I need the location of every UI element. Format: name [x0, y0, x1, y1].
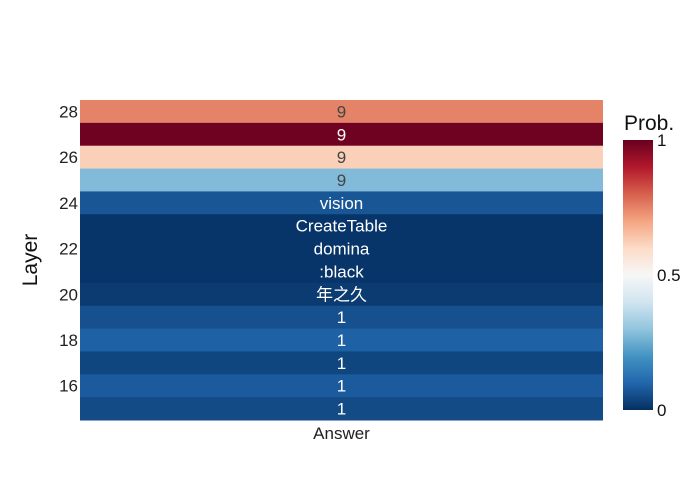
colorbar-gradient — [623, 140, 653, 410]
heatmap-cell-layer-21 — [80, 260, 603, 284]
heatmap-cell-layer-22 — [80, 237, 603, 261]
y-tick-18: 18 — [59, 331, 78, 350]
heatmap-cell-layer-17 — [80, 351, 603, 375]
cell-label-layer-28: 9 — [337, 102, 346, 121]
heatmap-cell-layer-18 — [80, 328, 603, 352]
heatmap-cell-layer-27 — [80, 122, 603, 147]
heatmap-cell-layer-26 — [80, 145, 603, 170]
cell-label-layer-22: domina — [314, 240, 370, 259]
cell-label-layer-25: 9 — [337, 171, 346, 190]
heatmap-cell-labels: 9 9 9 9 vision CreateTable domina :black 年之久 1 1 1 1… — [296, 102, 388, 418]
colorbar-tick-2: 1 — [657, 131, 666, 150]
cell-label-layer-23: CreateTable — [296, 217, 388, 236]
x-tick-0: Answer — [313, 424, 370, 443]
y-tick-20: 20 — [59, 285, 78, 304]
cell-label-layer-15: 1 — [337, 400, 346, 419]
cell-label-layer-27: 9 — [337, 125, 346, 144]
heatmap-cell-layer-24 — [80, 191, 603, 215]
heatmap-cell-layer-28 — [80, 100, 603, 124]
colorbar-title: Prob. — [624, 112, 674, 135]
cell-label-layer-18: 1 — [337, 331, 346, 350]
cell-label-layer-24: vision — [320, 194, 363, 213]
colorbar-tick-1: 0.5 — [657, 266, 681, 285]
heatmap-cell-layer-19 — [80, 305, 603, 330]
cell-label-layer-21: :black — [319, 262, 364, 281]
y-tick-28: 28 — [59, 102, 78, 121]
cell-label-layer-20: 年之久 — [316, 285, 367, 304]
x-axis-ticks: Answer — [313, 424, 370, 443]
cell-label-layer-16: 1 — [337, 377, 346, 396]
heatmap-cell-layer-16 — [80, 374, 603, 398]
colorbar: Prob. 0 0.5 1 — [623, 112, 681, 420]
heatmap-cells — [80, 100, 603, 421]
heatmap-cell-layer-23 — [80, 214, 603, 238]
y-tick-22: 22 — [59, 240, 78, 259]
y-axis-ticks: 16 18 20 22 24 26 28 — [59, 102, 78, 395]
y-tick-26: 26 — [59, 148, 78, 167]
heatmap-cell-layer-25 — [80, 168, 603, 192]
heatmap-cell-layer-15 — [80, 397, 603, 421]
y-tick-16: 16 — [59, 377, 78, 396]
cell-label-layer-17: 1 — [337, 354, 346, 373]
cell-label-layer-19: 1 — [337, 308, 346, 327]
y-axis-title: Layer — [19, 234, 42, 287]
colorbar-tick-0: 0 — [657, 401, 666, 420]
y-tick-24: 24 — [59, 194, 78, 213]
cell-label-layer-26: 9 — [337, 148, 346, 167]
heatmap-cell-layer-20 — [80, 282, 603, 307]
